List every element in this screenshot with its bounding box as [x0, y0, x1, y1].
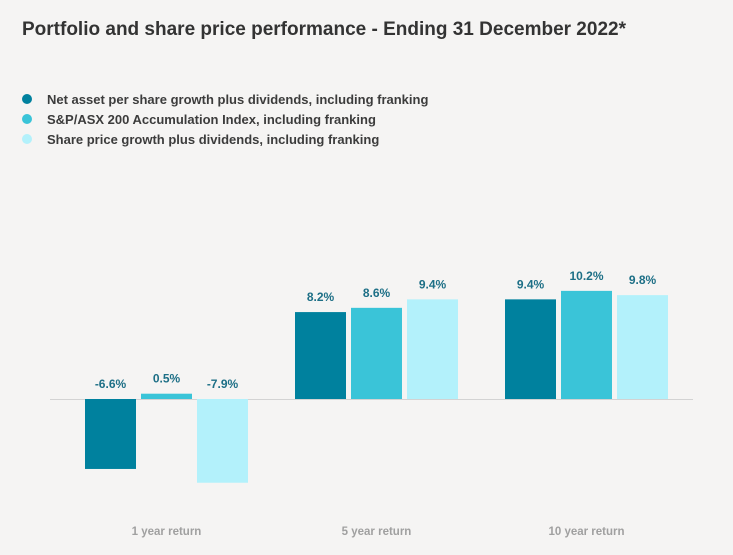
legend-marker-asx200 [22, 114, 32, 124]
legend-marker-net-asset [22, 94, 32, 104]
value-label-series-1-category-3: 9.4% [517, 277, 545, 291]
bar-series-1-category-1 [85, 399, 136, 469]
bar-series-2-category-1 [141, 393, 192, 399]
value-label-series-2-category-3: 10.2% [569, 269, 603, 283]
bar-series-1-category-2 [295, 312, 346, 399]
value-label-series-3-category-2: 9.4% [419, 277, 447, 291]
value-label-series-1-category-1: -6.6% [95, 377, 127, 391]
legend-marker-share-price [22, 134, 32, 144]
legend-item-asx200: S&P/ASX 200 Accumulation Index, includin… [22, 109, 428, 129]
chart-title: Portfolio and share price performance - … [22, 19, 626, 40]
category-label-1: 1 year return [132, 526, 202, 538]
bar-series-2-category-2 [351, 307, 402, 399]
bar-series-3-category-2 [407, 299, 458, 399]
category-label-3: 10 year return [548, 526, 624, 538]
bar-series-3-category-3 [617, 295, 668, 399]
legend-label-net-asset: Net asset per share growth plus dividend… [47, 91, 429, 107]
value-label-series-2-category-1: 0.5% [153, 372, 181, 386]
bar-series-2-category-3 [561, 290, 612, 399]
legend-label-share-price: Share price growth plus dividends, inclu… [47, 131, 380, 147]
legend-label-asx200: S&P/ASX 200 Accumulation Index, includin… [47, 111, 376, 127]
legend-item-share-price: Share price growth plus dividends, inclu… [22, 129, 428, 149]
value-label-series-2-category-2: 8.6% [363, 286, 391, 300]
chart-legend: Net asset per share growth plus dividend… [22, 89, 428, 149]
bar-series-1-category-3 [505, 299, 556, 399]
value-label-series-3-category-1: -7.9% [207, 377, 239, 391]
legend-item-net-asset: Net asset per share growth plus dividend… [22, 89, 428, 109]
value-label-series-1-category-2: 8.2% [307, 290, 335, 304]
bar-series-3-category-1 [197, 399, 248, 483]
value-label-series-3-category-3: 9.8% [629, 273, 657, 287]
category-label-2: 5 year return [342, 526, 412, 538]
